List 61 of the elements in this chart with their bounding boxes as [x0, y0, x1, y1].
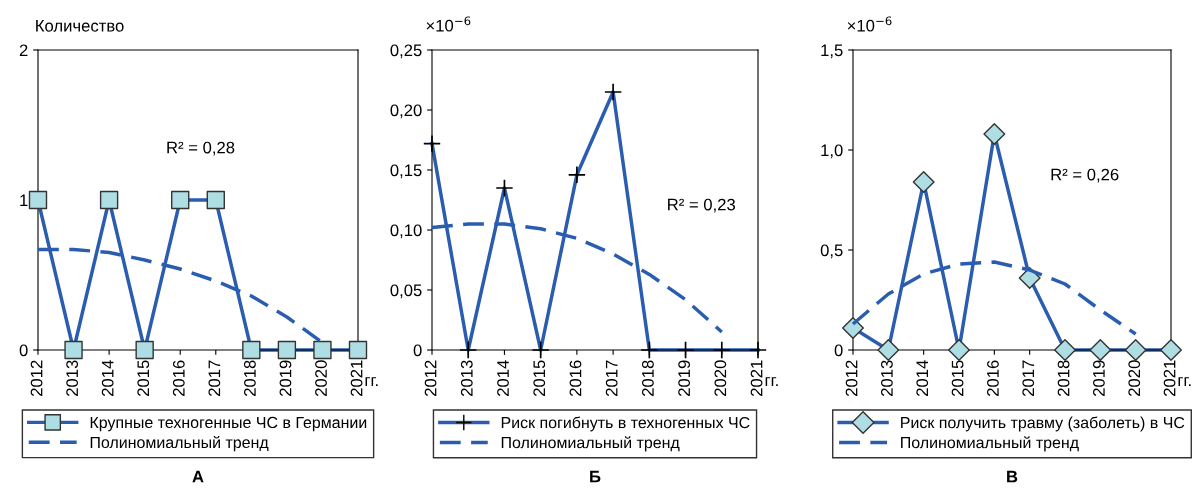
x-tick-label: 2013: [460, 360, 473, 396]
x-axis-title: гг.: [1178, 377, 1191, 387]
y-tick-label: 0: [413, 344, 422, 357]
x-tick-label: 2018: [244, 360, 256, 396]
y-tick-label: 0,05: [390, 284, 422, 299]
x-tick-label: 2020: [714, 360, 727, 396]
legend-label: Риск погибнуть в техногенных ЧС: [501, 416, 750, 432]
x-tick-label: 2012: [424, 360, 437, 396]
x-axis-title: гг.: [365, 377, 378, 387]
x-tick-label: 2019: [1093, 360, 1105, 396]
x-tick-label: 2016: [987, 360, 999, 396]
y-axis-title: Количество: [36, 20, 124, 32]
x-tick-label: 2021: [1163, 360, 1176, 396]
x-tick-label: 2018: [642, 360, 654, 396]
x-tick-label: 2017: [605, 360, 618, 396]
legend-label: Крупные техногенные ЧС в Германии: [90, 416, 367, 432]
x-tick-label: 2014: [101, 360, 114, 396]
y-tick-label: 0,25: [390, 44, 422, 59]
x-tick-label: 2013: [66, 360, 79, 396]
x-tick-label: 2015: [951, 360, 964, 396]
x-tick-label: 2018: [1057, 360, 1070, 396]
legend-label: Полиномиальный тренд: [90, 436, 269, 452]
x-tick-label: 2020: [1128, 360, 1141, 396]
y-axis-title: ×10$^{−6}$: [426, 16, 471, 32]
x-axis-title: гг.: [765, 377, 778, 387]
x-tick-label: 2015: [533, 360, 546, 396]
x-tick-label: 2021: [750, 360, 763, 396]
y-tick-label: 1: [20, 194, 28, 207]
x-tick-label: 2014: [497, 360, 509, 396]
y-tick-label: 1,0: [821, 144, 843, 159]
y-tick-label: 0,20: [390, 104, 422, 119]
y-tick-label: 0,15: [390, 164, 422, 179]
x-tick-label: 2016: [172, 360, 185, 396]
legend-label: Риск получить травму (заболеть) в ЧС: [901, 416, 1185, 432]
x-tick-label: 2019: [678, 360, 691, 396]
legend-label: Полиномиальный тренд: [501, 436, 680, 452]
y-tick-label: 0: [19, 344, 28, 357]
legend-label: Полиномиальный тренд: [901, 436, 1079, 452]
annotation: R² = 0,28: [167, 141, 235, 156]
x-tick-label: 2019: [279, 360, 292, 396]
x-tick-label: 2012: [845, 360, 858, 396]
text: В: [1007, 470, 1018, 483]
x-tick-label: 2015: [137, 360, 150, 396]
x-tick-label: 2014: [916, 360, 929, 396]
x-tick-label: 2012: [30, 360, 43, 396]
x-tick-label: 2017: [1022, 360, 1035, 396]
y-tick-label: 0,5: [820, 244, 843, 259]
annotation: R² = 0,23: [668, 198, 736, 213]
text: Б: [590, 470, 601, 483]
text: А: [192, 470, 204, 483]
x-tick-label: 2016: [569, 360, 582, 396]
y-tick-label: 1,5: [821, 44, 843, 59]
y-tick-label: 0,10: [390, 224, 422, 239]
y-tick-label: 0: [834, 344, 843, 357]
annotation: R² = 0,26: [1051, 168, 1119, 183]
y-axis-title: ×10$^{−6}$: [847, 16, 892, 32]
x-tick-label: 2017: [208, 360, 221, 396]
x-tick-label: 2020: [315, 360, 327, 396]
x-tick-label: 2021: [350, 360, 363, 396]
y-tick-label: 2: [19, 44, 28, 57]
x-tick-label: 2013: [881, 360, 893, 396]
